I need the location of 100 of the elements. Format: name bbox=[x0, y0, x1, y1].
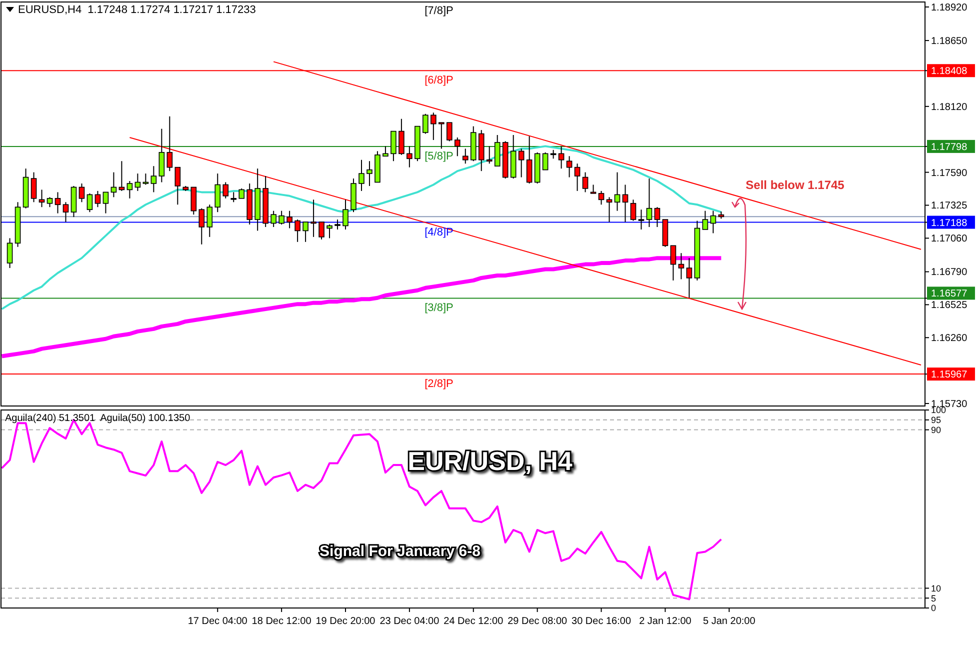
candlestick bbox=[318, 222, 324, 240]
candlestick bbox=[214, 173, 221, 213]
candlestick bbox=[566, 156, 572, 178]
candlestick bbox=[670, 245, 676, 281]
candlestick bbox=[638, 209, 644, 230]
candlestick bbox=[38, 189, 45, 208]
chart-title: Aguila(240) 51.3501 Aguila(50) 100.1350 bbox=[5, 413, 191, 424]
candlestick bbox=[78, 182, 85, 203]
candlestick bbox=[150, 166, 157, 193]
ref-line-label: [5/8]P bbox=[424, 150, 454, 162]
candlestick bbox=[342, 199, 348, 230]
candlestick bbox=[574, 163, 580, 192]
candlestick bbox=[390, 130, 396, 162]
candlestick bbox=[686, 258, 692, 298]
candlestick bbox=[710, 210, 716, 234]
candlestick bbox=[134, 173, 141, 192]
y-tick-label: 1.15967 bbox=[931, 370, 968, 381]
candlestick bbox=[606, 196, 612, 223]
candlestick bbox=[358, 159, 364, 192]
candlestick bbox=[46, 196, 53, 208]
candlestick bbox=[30, 172, 37, 203]
candlestick bbox=[646, 178, 652, 228]
x-tick-label: 2 Jan 12:00 bbox=[639, 616, 692, 627]
candlestick bbox=[614, 172, 620, 212]
y-tick-label: 95 bbox=[931, 415, 942, 426]
candlestick bbox=[654, 206, 660, 228]
candlestick bbox=[630, 199, 636, 222]
candlestick bbox=[622, 184, 628, 223]
y-tick-label: 1.17060 bbox=[931, 234, 968, 245]
y-tick-label: 5 bbox=[931, 593, 936, 604]
y-tick-label: 1.18920 bbox=[931, 2, 968, 14]
candlestick bbox=[278, 210, 284, 226]
annotation: Sell below 1.1745 bbox=[746, 178, 845, 192]
x-tick-label: 30 Dec 16:00 bbox=[572, 616, 632, 627]
y-tick-label: 1.17188 bbox=[931, 218, 968, 229]
candlestick bbox=[446, 122, 452, 142]
y-tick-label: 10 bbox=[931, 583, 942, 594]
annotation: Signal For January 6-8 bbox=[320, 543, 480, 560]
candlestick bbox=[174, 166, 181, 206]
candlestick bbox=[126, 180, 133, 199]
ref-line-label: [6/8]P bbox=[424, 74, 454, 87]
candlestick bbox=[542, 152, 548, 170]
candlestick bbox=[6, 238, 13, 269]
candlestick bbox=[286, 210, 292, 229]
candlestick bbox=[94, 190, 101, 208]
y-tick-label: 1.16790 bbox=[931, 267, 968, 278]
candlestick bbox=[206, 204, 213, 238]
chart-title: EURUSD,H4 1.17248 1.17274 1.17217 1.17233 bbox=[18, 4, 256, 16]
ref-line-label: [4/8]P bbox=[424, 226, 454, 238]
y-tick-label: 1.17325 bbox=[931, 200, 968, 212]
y-tick-label: 0 bbox=[931, 603, 936, 614]
y-tick-label: 1.16260 bbox=[931, 333, 968, 344]
candlestick bbox=[438, 122, 444, 150]
candlestick bbox=[230, 192, 236, 203]
candlestick bbox=[142, 173, 149, 186]
candlestick bbox=[494, 134, 500, 167]
candlestick bbox=[526, 136, 532, 184]
candlestick bbox=[102, 192, 109, 214]
candlestick bbox=[222, 182, 229, 199]
x-tick-label: 24 Dec 12:00 bbox=[444, 616, 504, 627]
annotation: [7/8]P bbox=[424, 4, 454, 17]
candlestick bbox=[238, 188, 244, 199]
candlestick bbox=[422, 113, 428, 134]
y-tick-label: 1.18650 bbox=[931, 36, 968, 48]
annotation: EUR/USD, H4 bbox=[408, 446, 573, 476]
candlestick bbox=[366, 160, 372, 186]
y-tick-label: 1.17590 bbox=[931, 168, 968, 179]
x-tick-label: 18 Dec 12:00 bbox=[252, 616, 312, 627]
candlestick bbox=[398, 118, 404, 156]
ref-line-label: [2/8]P bbox=[424, 378, 454, 390]
candlestick bbox=[558, 146, 564, 170]
candlestick bbox=[334, 219, 340, 230]
candlestick bbox=[518, 148, 524, 178]
y-tick-label: 1.16525 bbox=[931, 300, 968, 312]
x-tick-label: 23 Dec 04:00 bbox=[380, 616, 440, 627]
x-tick-label: 5 Jan 20:00 bbox=[703, 616, 756, 627]
candlestick bbox=[310, 199, 316, 238]
candlestick bbox=[430, 112, 436, 140]
y-tick-label: 1.18120 bbox=[931, 102, 968, 113]
candlestick bbox=[62, 202, 69, 223]
candlestick bbox=[702, 210, 708, 230]
candlestick bbox=[54, 192, 61, 214]
candlestick bbox=[406, 146, 412, 168]
candlestick bbox=[462, 148, 468, 164]
x-tick-label: 19 Dec 20:00 bbox=[316, 616, 376, 627]
candlestick bbox=[382, 146, 388, 157]
candlestick bbox=[198, 208, 205, 245]
x-tick-label: 29 Dec 08:00 bbox=[508, 616, 568, 627]
candlestick bbox=[110, 172, 117, 198]
candlestick bbox=[598, 190, 604, 206]
candlestick bbox=[326, 224, 332, 239]
y-tick-label: 1.16577 bbox=[931, 288, 968, 300]
candlestick bbox=[294, 219, 300, 242]
y-tick-label: 1.18408 bbox=[931, 66, 968, 78]
y-tick-label: 1.17798 bbox=[931, 142, 968, 153]
candlestick bbox=[158, 128, 165, 183]
candlestick bbox=[270, 210, 276, 228]
x-tick-label: 17 Dec 04:00 bbox=[188, 616, 248, 627]
candlestick bbox=[486, 146, 492, 164]
candlestick bbox=[302, 222, 308, 242]
